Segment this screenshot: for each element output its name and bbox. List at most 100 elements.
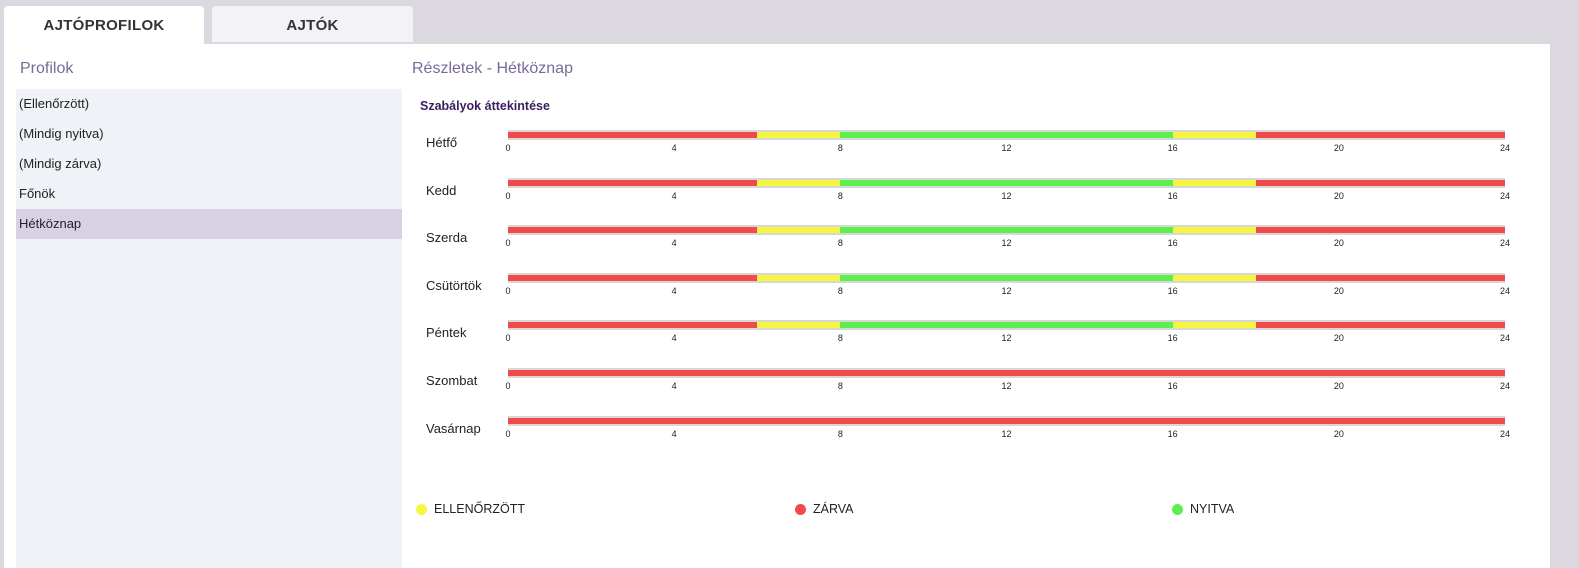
profile-list: (Ellenőrzött) (Mindig nyitva) (Mindig zárv… [16, 89, 402, 568]
day-label: Kedd [426, 182, 457, 198]
details-title: Részletek - Hétköznap [412, 60, 573, 77]
schedule-segment-checked [757, 322, 841, 329]
tick-label: 0 [505, 333, 511, 344]
tick-label: 16 [1167, 238, 1178, 249]
axis-ticks: 0 4 8 12 16 20 24 [505, 285, 1510, 298]
axis-ticks: 0 4 8 12 16 20 24 [505, 381, 1510, 393]
tick-label: 12 [1001, 285, 1012, 296]
profile-item[interactable]: (Ellenőrzött) [19, 96, 90, 111]
tick-label: 12 [1001, 143, 1012, 153]
tick-label: 16 [1167, 428, 1178, 439]
schedule-segment-checked [757, 227, 841, 234]
schedule-segment-closed [508, 274, 758, 281]
schedule-segment-checked [1172, 322, 1256, 329]
day-schedule-bar [508, 177, 1505, 188]
tick-label: 12 [1001, 428, 1012, 439]
profile-item[interactable]: (Mindig zárva) [19, 156, 102, 171]
schedule-segment-closed [508, 132, 758, 138]
schedule-segment-checked [757, 179, 841, 186]
legend-dot-icon [416, 503, 427, 515]
tick-label: 16 [1167, 333, 1178, 344]
tick-label: 16 [1167, 143, 1178, 153]
tick-label: 8 [837, 333, 843, 344]
tick-label: 24 [1499, 285, 1511, 296]
axis-ticks: 0 4 8 12 16 20 24 [505, 143, 1510, 155]
schedule-segment-checked [1172, 179, 1256, 186]
day-label: Szombat [426, 373, 478, 388]
schedule-segment-closed [1255, 132, 1505, 138]
tick-label: 4 [671, 190, 677, 201]
schedule-segment-closed [508, 370, 1505, 376]
scrollbar[interactable] [1550, 44, 1558, 568]
axis-ticks: 0 4 8 12 16 20 24 [505, 238, 1510, 250]
tick-label: 24 [1499, 143, 1511, 153]
tick-label: 20 [1333, 381, 1344, 391]
profiles-title: Profilok [20, 60, 74, 77]
tick-label: 4 [671, 238, 677, 249]
legend-label: ELLENŐRZÖTT [434, 502, 525, 516]
legend-dot-icon [1172, 503, 1183, 515]
tick-label: 0 [505, 143, 511, 153]
day-label: Hétfő [426, 135, 458, 150]
axis-ticks: 0 4 8 12 16 20 24 [505, 428, 1510, 441]
schedule-segment-open [840, 322, 1173, 329]
day-label: Vasárnap [426, 420, 481, 436]
tick-label: 4 [671, 143, 677, 153]
day-label: Csütörtök [426, 277, 482, 293]
legend-dot-icon [795, 503, 806, 515]
tick-label: 24 [1499, 428, 1511, 439]
tick-label: 8 [837, 428, 843, 439]
tick-label: 12 [1001, 238, 1012, 249]
tick-label: 8 [837, 238, 843, 249]
tick-label: 24 [1499, 381, 1511, 391]
schedule-segment-closed [508, 179, 758, 186]
tick-label: 8 [837, 190, 843, 201]
axis-ticks: 0 4 8 12 16 20 24 [505, 190, 1510, 203]
tick-label: 20 [1333, 190, 1344, 201]
schedule-segment-checked [757, 132, 841, 138]
tick-label: 4 [671, 381, 677, 391]
tick-label: 4 [671, 428, 677, 439]
profile-item[interactable]: (Mindig nyitva) [19, 126, 104, 141]
legend-item-closed: ZÁRVA [795, 502, 854, 516]
axis-ticks: 0 4 8 12 16 20 24 [505, 333, 1510, 345]
tick-label: 4 [671, 285, 677, 296]
day-schedule-bar [508, 272, 1505, 283]
legend-item-checked: ELLENŐRZÖTT [416, 502, 525, 516]
tick-label: 16 [1167, 190, 1178, 201]
tick-label: 20 [1333, 238, 1344, 249]
tick-label: 0 [505, 238, 511, 249]
tick-label: 20 [1333, 143, 1344, 153]
tick-label: 8 [837, 285, 843, 296]
legend-item-open: NYITVA [1172, 502, 1234, 516]
tab-door-profiles[interactable]: AJTÓPROFILOK [4, 6, 204, 44]
day-label: Péntek [426, 325, 467, 341]
main-panel: Profilok Részletek - Hétköznap (Ellenőrz… [4, 44, 1558, 568]
schedule-segment-checked [1172, 274, 1256, 281]
tick-label: 16 [1167, 285, 1178, 296]
tick-label: 12 [1001, 333, 1012, 344]
day-schedule-bar [508, 415, 1505, 426]
day-schedule-bar [508, 130, 1505, 140]
legend-label: ZÁRVA [813, 502, 854, 516]
schedule-segment-checked [757, 274, 841, 281]
schedule-segment-closed [1255, 322, 1505, 329]
profile-item[interactable]: Hétköznap [16, 209, 402, 239]
schedule-segment-closed [508, 322, 758, 329]
schedule-segment-open [840, 227, 1173, 234]
tick-label: 24 [1499, 333, 1511, 344]
schedule-segment-open [840, 274, 1173, 281]
profile-item[interactable]: Főnök [19, 186, 56, 201]
schedule-segment-closed [1255, 179, 1505, 186]
tick-label: 16 [1167, 381, 1178, 391]
tick-label: 20 [1333, 333, 1344, 344]
schedule-segment-closed [1255, 274, 1505, 281]
schedule-segment-open [840, 132, 1173, 138]
schedule-segment-checked [1172, 227, 1256, 234]
tab-doors[interactable]: AJTÓK [212, 6, 413, 42]
tick-label: 24 [1499, 238, 1511, 249]
tick-label: 0 [505, 285, 511, 296]
day-schedule-bar [508, 320, 1505, 331]
overview-title: Szabályok áttekintése [420, 99, 550, 113]
tick-label: 8 [837, 381, 843, 391]
